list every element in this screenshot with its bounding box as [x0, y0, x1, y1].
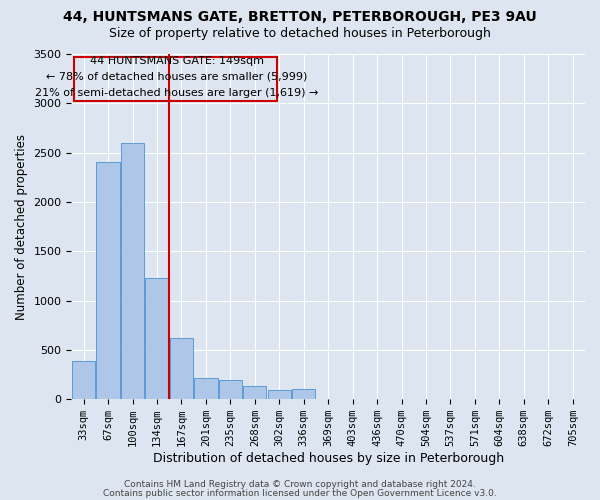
Bar [292, 390, 316, 399]
Bar [121, 143, 144, 399]
Text: 44 HUNTSMANS GATE: 149sqm: 44 HUNTSMANS GATE: 149sqm [89, 56, 263, 66]
Bar [97, 162, 120, 399]
Text: Contains HM Land Registry data © Crown copyright and database right 2024.: Contains HM Land Registry data © Crown c… [124, 480, 476, 489]
Bar [170, 338, 193, 399]
Bar [145, 278, 169, 399]
X-axis label: Distribution of detached houses by size in Peterborough: Distribution of detached houses by size … [152, 452, 504, 465]
Bar [219, 380, 242, 399]
Bar [243, 386, 266, 399]
Text: 21% of semi-detached houses are larger (1,619) →: 21% of semi-detached houses are larger (… [35, 88, 318, 99]
Text: Size of property relative to detached houses in Peterborough: Size of property relative to detached ho… [109, 28, 491, 40]
Bar [72, 361, 95, 399]
Y-axis label: Number of detached properties: Number of detached properties [15, 134, 28, 320]
Text: Contains public sector information licensed under the Open Government Licence v3: Contains public sector information licen… [103, 490, 497, 498]
Bar [268, 390, 291, 399]
Text: ← 78% of detached houses are smaller (5,999): ← 78% of detached houses are smaller (5,… [46, 72, 307, 82]
Text: 44, HUNTSMANS GATE, BRETTON, PETERBOROUGH, PE3 9AU: 44, HUNTSMANS GATE, BRETTON, PETERBOROUG… [63, 10, 537, 24]
Bar [194, 378, 218, 399]
